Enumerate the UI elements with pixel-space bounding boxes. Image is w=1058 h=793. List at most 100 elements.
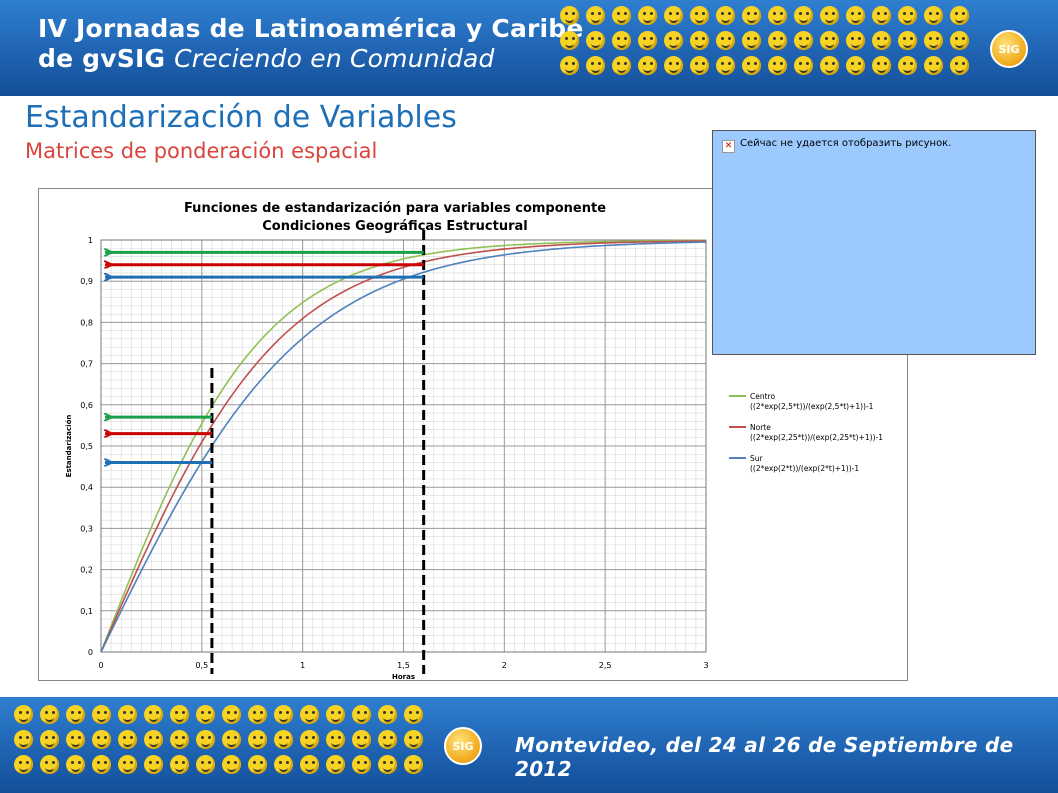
smiley-icon: [196, 755, 215, 774]
smiley-icon: [690, 31, 709, 50]
y-tick-label: 0,8: [80, 318, 93, 327]
smiley-icon: [170, 705, 189, 724]
broken-image-icon: ✕: [722, 140, 735, 153]
smiley-icon: [352, 755, 371, 774]
smiley-icon: [898, 56, 917, 75]
smiley-icon: [846, 56, 865, 75]
smiley-icon: [716, 56, 735, 75]
x-tick-label: 3: [703, 661, 708, 670]
smiley-icon: [118, 730, 137, 749]
y-tick-label: 0,2: [80, 566, 93, 575]
gvsig-logo: SIG: [990, 30, 1028, 68]
smiley-icon: [768, 6, 787, 25]
smiley-icon: [716, 31, 735, 50]
smiley-icon: [898, 6, 917, 25]
smiley-icon: [404, 755, 423, 774]
smiley-icon: [768, 31, 787, 50]
smiley-icon: [248, 755, 267, 774]
smiley-icon: [196, 730, 215, 749]
line-chart: 0 0,5 1 1,5 2 2,5 3 0 0,1 0,2 0,3 0,4 0,5 0,6 0,7 0,8 0,…: [65, 201, 883, 681]
event-slogan: Creciendo en Comunidad: [174, 44, 495, 73]
smiley-icon: [924, 6, 943, 25]
smiley-icon: [300, 730, 319, 749]
legend-label: Centro: [750, 392, 775, 401]
event-title: IV Jornadas de Latinoamérica y Caribe de…: [38, 14, 584, 74]
smiley-icon: [924, 31, 943, 50]
x-tick-label: 0,5: [195, 661, 208, 670]
x-tick-label: 1: [300, 661, 305, 670]
smiley-pattern: [560, 6, 980, 75]
x-tick-label: 2: [502, 661, 507, 670]
smiley-icon: [690, 56, 709, 75]
smiley-icon: [638, 6, 657, 25]
smiley-icon: [950, 31, 969, 50]
smiley-icon: [638, 31, 657, 50]
smiley-icon: [274, 755, 293, 774]
smiley-icon: [820, 6, 839, 25]
smiley-icon: [248, 730, 267, 749]
smiley-icon: [950, 56, 969, 75]
smiley-icon: [40, 705, 59, 724]
smiley-icon: [872, 31, 891, 50]
chart-subtitle: Condiciones Geográficas Estructural: [262, 219, 528, 234]
y-tick-label: 1: [88, 236, 93, 245]
y-tick-label: 0,6: [80, 401, 93, 410]
smiley-icon: [404, 705, 423, 724]
smiley-icon: [378, 755, 397, 774]
smiley-icon: [898, 31, 917, 50]
smiley-icon: [66, 755, 85, 774]
smiley-icon: [638, 56, 657, 75]
smiley-icon: [820, 56, 839, 75]
smiley-icon: [586, 56, 605, 75]
smiley-icon: [768, 56, 787, 75]
y-axis-label: Estandarización: [65, 415, 73, 478]
smiley-icon: [14, 730, 33, 749]
smiley-icon: [222, 755, 241, 774]
event-title-line2: de gvSIG Creciendo en Comunidad: [38, 44, 584, 74]
gvsig-logo-footer: SIG: [444, 727, 482, 765]
smiley-icon: [404, 730, 423, 749]
logo-text: SIG: [998, 42, 1020, 56]
image-placeholder-message: Сейчас не удается отобразить рисунок.: [740, 138, 952, 149]
series-line-norte: [100, 240, 707, 653]
smiley-icon: [66, 730, 85, 749]
smiley-icon: [326, 705, 345, 724]
smiley-icon: [196, 705, 215, 724]
smiley-icon: [846, 31, 865, 50]
x-tick-label: 0: [98, 661, 103, 670]
y-tick-label: 0,4: [80, 483, 93, 492]
smiley-icon: [378, 730, 397, 749]
image-placeholder: ✕ Сейчас не удается отобразить рисунок.: [712, 130, 1036, 355]
smiley-icon: [300, 705, 319, 724]
smiley-icon: [92, 755, 111, 774]
event-title-bold: de gvSIG: [38, 44, 166, 73]
legend-label: Sur: [750, 454, 764, 463]
footer-logo-text: SIG: [452, 739, 474, 753]
y-tick-label: 0,3: [80, 524, 93, 533]
smiley-icon: [40, 730, 59, 749]
smiley-icon: [300, 755, 319, 774]
smiley-icon: [14, 755, 33, 774]
smiley-icon: [742, 56, 761, 75]
smiley-icon: [664, 56, 683, 75]
legend-label: Norte: [750, 423, 771, 432]
plot-area: [100, 239, 707, 653]
smiley-icon: [872, 56, 891, 75]
smiley-icon: [560, 31, 579, 50]
y-tick-label: 0,7: [80, 360, 93, 369]
y-tick-label: 0,9: [80, 277, 93, 286]
smiley-icon: [742, 31, 761, 50]
y-tick-label: 0,5: [80, 442, 93, 451]
smiley-icon: [66, 705, 85, 724]
smiley-icon: [144, 705, 163, 724]
smiley-icon: [664, 6, 683, 25]
smiley-icon: [248, 705, 267, 724]
smiley-icon: [586, 6, 605, 25]
y-tick-label: 0: [88, 648, 93, 657]
smiley-icon: [352, 705, 371, 724]
legend-formula: ((2*exp(2,5*t))/(exp(2,5*t)+1))-1: [750, 402, 874, 411]
smiley-icon: [326, 730, 345, 749]
x-axis-label: Horas: [392, 673, 415, 680]
header-banner: IV Jornadas de Latinoamérica y Caribe de…: [0, 0, 1058, 96]
footer-event-info: Montevideo, del 24 al 26 de Septiembre d…: [515, 733, 1014, 781]
